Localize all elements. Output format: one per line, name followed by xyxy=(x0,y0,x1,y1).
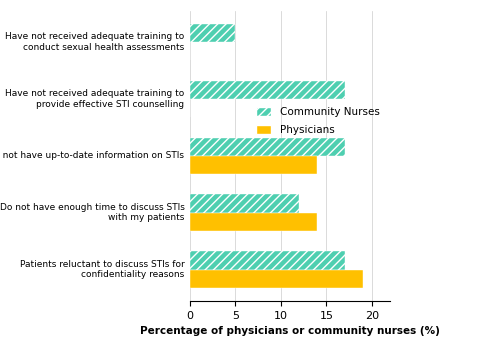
X-axis label: Percentage of physicians or community nurses (%): Percentage of physicians or community nu… xyxy=(140,326,440,336)
Bar xyxy=(190,138,344,156)
Bar xyxy=(190,269,362,288)
Bar xyxy=(190,81,344,99)
Bar xyxy=(190,251,344,269)
Bar xyxy=(190,24,236,42)
Bar xyxy=(190,213,318,231)
Bar xyxy=(190,156,318,174)
Bar xyxy=(190,194,299,213)
Legend: Community Nurses, Physicians: Community Nurses, Physicians xyxy=(250,101,385,141)
